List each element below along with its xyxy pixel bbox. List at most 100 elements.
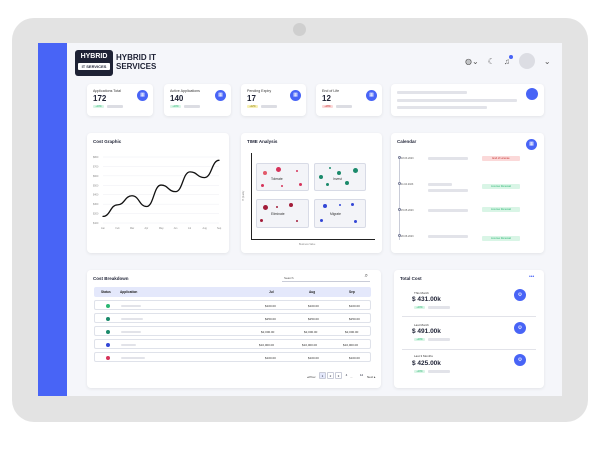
pagination-page[interactable]: 2: [327, 372, 334, 379]
column-header-month[interactable]: Aug: [309, 290, 316, 294]
timeline-dot: [398, 234, 401, 237]
pagination-page[interactable]: 12: [359, 373, 364, 377]
kpi-placeholder: [336, 105, 352, 108]
scatter-point[interactable]: [263, 171, 267, 175]
calendar-icon[interactable]: ▦: [366, 90, 377, 101]
calendar-icon[interactable]: ▦: [526, 139, 537, 150]
scatter-point[interactable]: [345, 181, 349, 185]
kpi-card-pending-expiry[interactable]: Pending Expiry 17 +12% ▦: [241, 84, 306, 116]
calendar-icon[interactable]: ▦: [137, 90, 148, 101]
calendar-icon[interactable]: ▦: [290, 90, 301, 101]
calendar-icon[interactable]: ▦: [215, 90, 226, 101]
pagination-page[interactable]: 1: [319, 372, 326, 379]
settings-icon[interactable]: ⚙: [514, 322, 526, 334]
settings-icon[interactable]: ⚙: [514, 289, 526, 301]
quadrant-eliminate[interactable]: [256, 199, 309, 228]
column-header-status[interactable]: Status: [101, 290, 111, 294]
quadrant-label: Migrate: [330, 212, 341, 216]
divider: [402, 349, 536, 350]
quadrant-migrate[interactable]: [314, 199, 366, 228]
application-name-placeholder: [121, 357, 145, 359]
cost-cell: $2,000.00: [345, 330, 359, 334]
application-name-placeholder: [121, 344, 136, 346]
scatter-point[interactable]: [323, 204, 327, 208]
moon-icon[interactable]: ☾: [487, 56, 495, 66]
scatter-point[interactable]: [319, 175, 323, 179]
cost-breakdown-card: Cost Breakdown Search ⌕ Status Applicati…: [87, 270, 381, 388]
search-input[interactable]: Search ⌕: [282, 273, 370, 282]
event-status-badge[interactable]: License Renewal: [482, 236, 520, 241]
scatter-point[interactable]: [276, 206, 278, 208]
kpi-title: End of Life: [322, 89, 340, 93]
placeholder-bar: [428, 338, 450, 341]
globe-icon[interactable]: ◍⌄: [465, 56, 479, 66]
scatter-point[interactable]: [329, 167, 331, 169]
cost-cell: $250.00: [349, 317, 360, 321]
scatter-point[interactable]: [339, 204, 341, 206]
cost-cell: $100.00: [308, 304, 319, 308]
column-header-month[interactable]: Sep: [349, 290, 355, 294]
cost-cell: $10,000.00: [302, 343, 318, 347]
application-name-placeholder: [121, 318, 143, 320]
scatter-point[interactable]: [276, 167, 281, 172]
pagination-page[interactable]: 3: [335, 372, 342, 379]
scatter-point[interactable]: [296, 170, 298, 172]
period-label: Last Month: [414, 323, 429, 327]
status-indicator: [106, 356, 110, 360]
card-title: TIME Analysis: [247, 139, 278, 144]
scatter-point[interactable]: [326, 183, 329, 186]
y-tick-label: $800: [93, 156, 99, 159]
sidebar[interactable]: [38, 43, 67, 396]
card-title: Cost Breakdown: [93, 276, 129, 281]
table-row[interactable]: $100.00 $100.00 $100.00: [94, 300, 371, 310]
chevron-down-icon[interactable]: ⌄: [543, 56, 551, 66]
scatter-point[interactable]: [289, 203, 293, 207]
scatter-point[interactable]: [299, 183, 302, 186]
kpi-card-applications-total[interactable]: Applications Total 172 +10% ▦: [87, 84, 153, 116]
kpi-card-end-of-life[interactable]: End of Life 12 +18% ▦: [316, 84, 382, 116]
x-tick-label: Aug: [203, 227, 208, 230]
scatter-point[interactable]: [263, 205, 268, 210]
avatar[interactable]: [518, 53, 535, 69]
kpi-title: Pending Expiry: [247, 89, 272, 93]
kpi-card-active-applications[interactable]: Active Applications 140 +10% ▦: [164, 84, 231, 116]
bell-icon[interactable]: ♫: [503, 54, 513, 66]
logo[interactable]: HYBRID IT SERVICES: [75, 50, 113, 76]
status-indicator: [106, 330, 110, 334]
cost-cell: $250.00: [308, 317, 319, 321]
summary-card: [391, 84, 544, 116]
pagination-prev[interactable]: ◂ Prev: [307, 375, 316, 379]
event-status-badge[interactable]: License Renewal: [482, 184, 520, 189]
logo-subtext: IT SERVICES: [78, 63, 110, 70]
scatter-point[interactable]: [354, 220, 357, 223]
scatter-point[interactable]: [296, 220, 298, 222]
table-row[interactable]: $100.00 $100.00 $100.00: [94, 352, 371, 362]
table-row[interactable]: $250.00 $250.00 $250.00: [94, 313, 371, 323]
timeline-dot: [398, 182, 401, 185]
more-options-icon[interactable]: •••: [529, 274, 535, 280]
column-header-application[interactable]: Application: [120, 290, 138, 294]
x-tick-label: Mar: [130, 227, 134, 230]
status-indicator: [106, 304, 110, 308]
scatter-point[interactable]: [261, 184, 264, 187]
scatter-point[interactable]: [353, 168, 358, 173]
x-tick-label: Feb: [116, 227, 121, 230]
event-status-badge[interactable]: End of License: [482, 156, 520, 161]
table-row[interactable]: $2,000.00 $2,000.00 $2,000.00: [94, 326, 371, 336]
search-icon[interactable]: ⌕: [364, 273, 368, 279]
action-button[interactable]: [526, 88, 538, 100]
x-axis: [251, 239, 375, 240]
pagination-page[interactable]: 4: [345, 373, 348, 377]
scatter-point[interactable]: [281, 185, 283, 187]
column-header-month[interactable]: Jul: [269, 290, 274, 294]
scatter-point[interactable]: [351, 203, 354, 206]
event-status-badge[interactable]: License Renewal: [482, 207, 520, 212]
table-row[interactable]: $10,000.00 $10,000.00 $10,000.00: [94, 339, 371, 349]
scatter-point[interactable]: [320, 219, 323, 222]
x-tick-label: Jun: [174, 227, 179, 230]
cost-series-line[interactable]: [102, 159, 220, 218]
settings-icon[interactable]: ⚙: [514, 354, 526, 366]
scatter-point[interactable]: [337, 171, 341, 175]
scatter-point[interactable]: [260, 219, 263, 222]
pagination-next[interactable]: Next ▸: [367, 375, 376, 379]
